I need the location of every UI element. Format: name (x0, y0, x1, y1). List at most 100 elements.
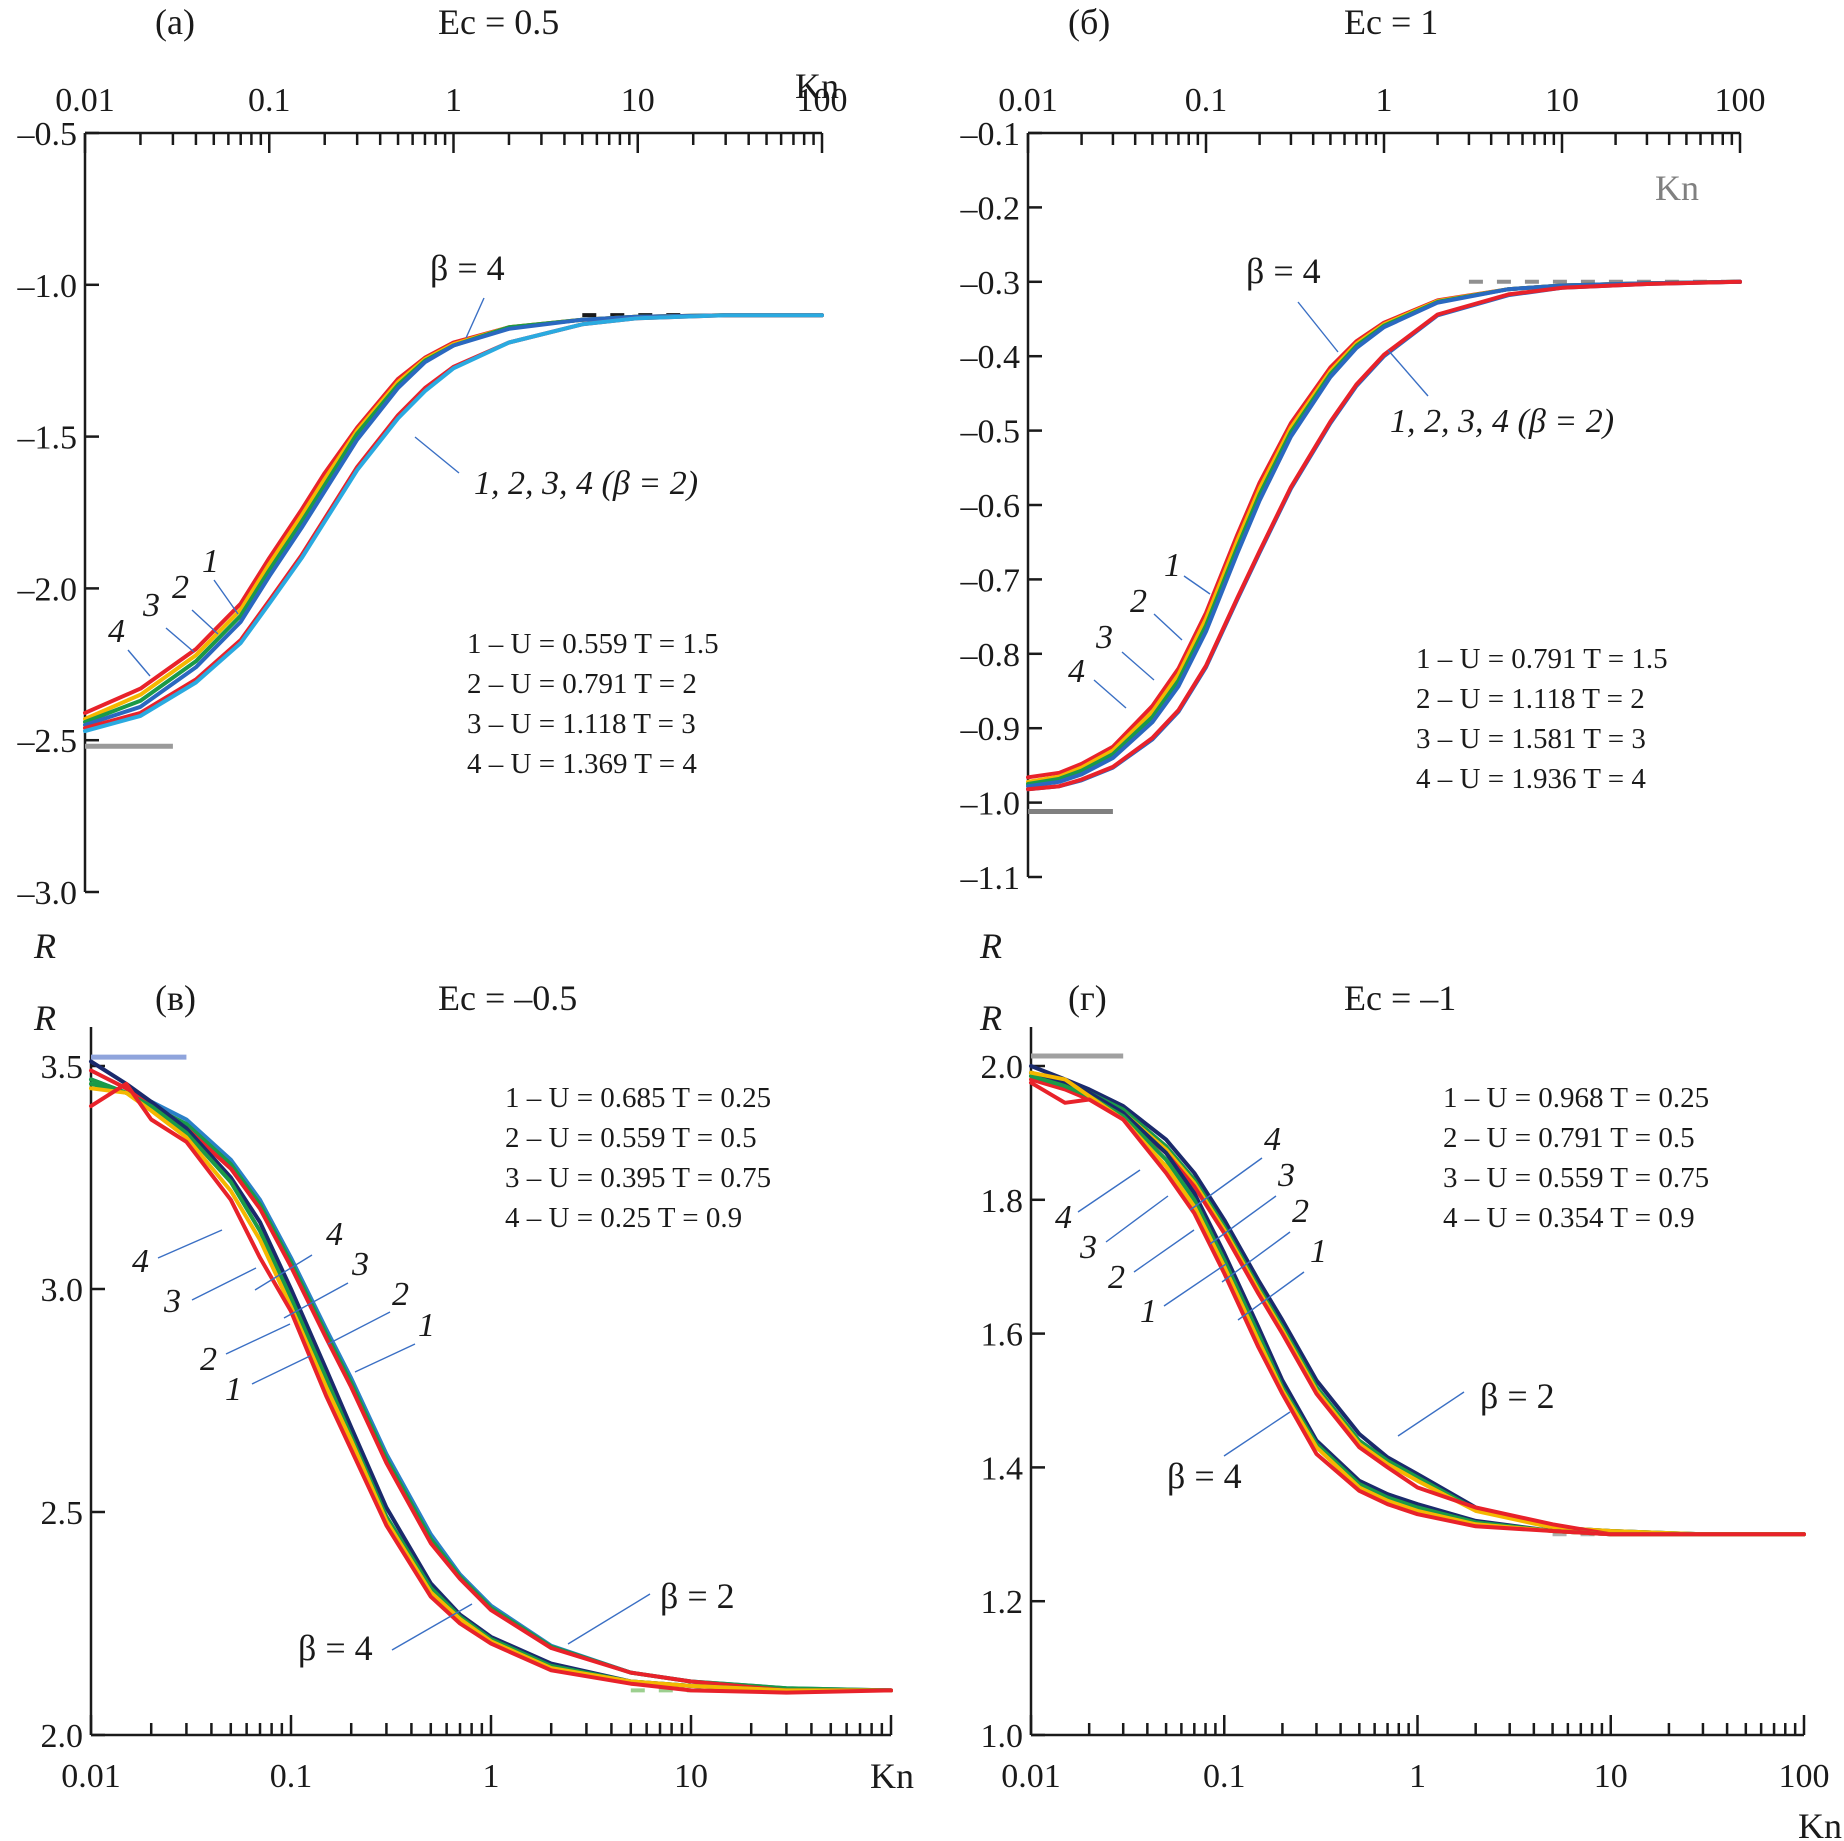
panel-b-title: Ec = 1 (1344, 2, 1438, 42)
curve-label-right-1: 1 (1310, 1233, 1327, 1270)
legend-entry: 4 – U = 0.25 T = 0.9 (505, 1202, 742, 1234)
leader-line (1153, 613, 1183, 641)
y-tick-label: 2.0 (41, 1718, 84, 1755)
y-tick-label: 1.8 (981, 1183, 1024, 1220)
panel-c-xlabel: Kn (870, 1756, 914, 1796)
panel-d-annotations: β = 2 β = 4 4 3 2 1 4 3 2 1 (1055, 1121, 1555, 1496)
legend-entry: 1 – U = 0.559 T = 1.5 (467, 628, 719, 660)
panel-a-label: (a) (155, 2, 195, 42)
y-tick-label: 2.5 (41, 1495, 84, 1532)
y-tick-label: 1.6 (981, 1317, 1024, 1354)
legend-entry: 3 – U = 1.118 T = 3 (467, 708, 696, 740)
x-tick-label: 0.1 (270, 1758, 313, 1795)
series-line-d-8 (1029, 1080, 1806, 1537)
curve-label: 4 (108, 613, 125, 650)
beta-annotation: β = 2 (660, 1576, 735, 1616)
leader-line (191, 1267, 257, 1301)
curve-label-right-2: 2 (1292, 1193, 1309, 1230)
x-tick-label: 0.01 (1001, 1758, 1061, 1795)
panel-a-ylabel: R (33, 926, 56, 966)
leader-line (251, 1355, 311, 1385)
series-line-b-6 (1026, 279, 1742, 792)
beta-annotation: 1, 2, 3, 4 (β = 2) (474, 465, 698, 502)
y-tick-label: 3.0 (41, 1272, 84, 1309)
x-tick-label: 0.01 (61, 1758, 121, 1795)
y-tick-label: –0.4 (960, 339, 1021, 376)
curve-label-left-4: 4 (1055, 1199, 1072, 1236)
y-tick-label: –0.7 (960, 562, 1021, 599)
x-tick-label: 0.1 (1185, 82, 1228, 119)
x-tick-label: 0.1 (248, 82, 291, 119)
leader-line (1077, 1169, 1141, 1213)
y-tick-label: 1.4 (981, 1450, 1024, 1487)
y-tick-label: –0.3 (960, 265, 1021, 302)
x-tick-label: 10 (1594, 1758, 1628, 1795)
curve-label: 2 (172, 569, 189, 606)
series-line-c-6 (89, 1086, 893, 1693)
y-tick-label: 1.2 (981, 1584, 1024, 1621)
y-tick-label: –2.5 (17, 723, 78, 760)
leader-line (1387, 349, 1429, 397)
panel-d-title: Ec = –1 (1344, 978, 1456, 1018)
leader-line (1121, 651, 1155, 681)
series-line-a-3 (83, 313, 824, 724)
curve-label: 3 (142, 587, 160, 624)
legend-entry: 1 – U = 0.685 T = 0.25 (505, 1082, 771, 1114)
y-tick-label: –1.0 (960, 786, 1021, 823)
leader-line (1397, 1391, 1465, 1437)
curve-label-left-2: 2 (1108, 1259, 1125, 1296)
x-tick-label: 0.1 (1203, 1758, 1246, 1795)
curve-label-right-4: 4 (1264, 1121, 1281, 1158)
series-line-c-7 (89, 1081, 893, 1695)
leader-line (391, 1603, 473, 1651)
leader-line (225, 1323, 291, 1355)
leader-line (283, 1282, 349, 1319)
leader-line (1221, 1231, 1291, 1283)
x-tick-label: 1 (483, 1758, 500, 1795)
y-tick-label: 2.0 (981, 1049, 1024, 1086)
panel-a-xlabel: Kn (795, 66, 839, 106)
y-tick-label: –0.2 (960, 190, 1021, 227)
leader-line (1093, 679, 1127, 709)
panel-d-ylabel: R (979, 998, 1002, 1038)
panel-b-ylabel: R (979, 926, 1002, 966)
panel-a-legend: 1 – U = 0.559 T = 1.5 2 – U = 0.791 T = … (467, 628, 719, 780)
legend-entry: 1 – U = 0.968 T = 0.25 (1443, 1082, 1709, 1114)
leader-line (191, 609, 219, 635)
leader-line (1183, 575, 1211, 595)
panel-d-label: (г) (1068, 978, 1107, 1018)
leader-line (1163, 1263, 1227, 1307)
legend-entry: 1 – U = 0.791 T = 1.5 (1416, 643, 1668, 675)
curve-label-left-1: 1 (225, 1371, 242, 1408)
x-tick-label: 100 (1779, 1758, 1830, 1795)
y-tick-label: –0.5 (17, 116, 78, 153)
leader-line (165, 627, 195, 653)
panel-b: 0.01 0.1 1 10 100 –0.1 –0.2 –0.3 –0.4 –0.5 –0.6 –0.… (960, 82, 1766, 897)
x-tick-label: 10 (1545, 82, 1579, 119)
curve-label-left-3: 3 (163, 1283, 181, 1320)
x-tick-label: 10 (621, 82, 655, 119)
leader-line (213, 579, 239, 615)
x-tick-label: 1 (445, 82, 462, 119)
x-tick-label: 0.01 (55, 82, 115, 119)
panel-c-legend: 1 – U = 0.685 T = 0.25 2 – U = 0.559 T =… (505, 1082, 771, 1234)
x-tick-label: 0.01 (998, 82, 1058, 119)
panel-c-annotations: β = 2 β = 4 1 2 1 2 3 4 1 2 3 4 (132, 1216, 735, 1668)
curve-label-left-4: 4 (132, 1243, 149, 1280)
y-tick-label: –1.5 (17, 420, 78, 457)
leader-line (1105, 1195, 1169, 1243)
leader-line (414, 436, 460, 474)
panel-d-xlabel: Kn (1798, 1806, 1842, 1841)
leader-line (1209, 1195, 1277, 1245)
panel-d: 0.01 0.1 1 10 100 1.0 1.2 1.4 1.6 1.8 2.0 (981, 1027, 1830, 1795)
panel-c: 0.01 0.1 1 10 2.0 2.5 3.0 3.5 (41, 1027, 893, 1795)
panel-b-kn-annotation: Kn (1655, 168, 1699, 208)
curve-label-left-3: 3 (1079, 1229, 1097, 1266)
curve-label-left-1: 1 (1140, 1293, 1157, 1330)
curve-label-right-3: 3 (1277, 1157, 1295, 1194)
panel-c-label: (в) (155, 978, 196, 1018)
panel-c-ylabel: R (33, 998, 56, 1038)
curve-label: 2 (1130, 583, 1147, 620)
legend-entry: 4 – U = 1.369 T = 4 (467, 748, 697, 780)
x-tick-label: 1 (1409, 1758, 1426, 1795)
